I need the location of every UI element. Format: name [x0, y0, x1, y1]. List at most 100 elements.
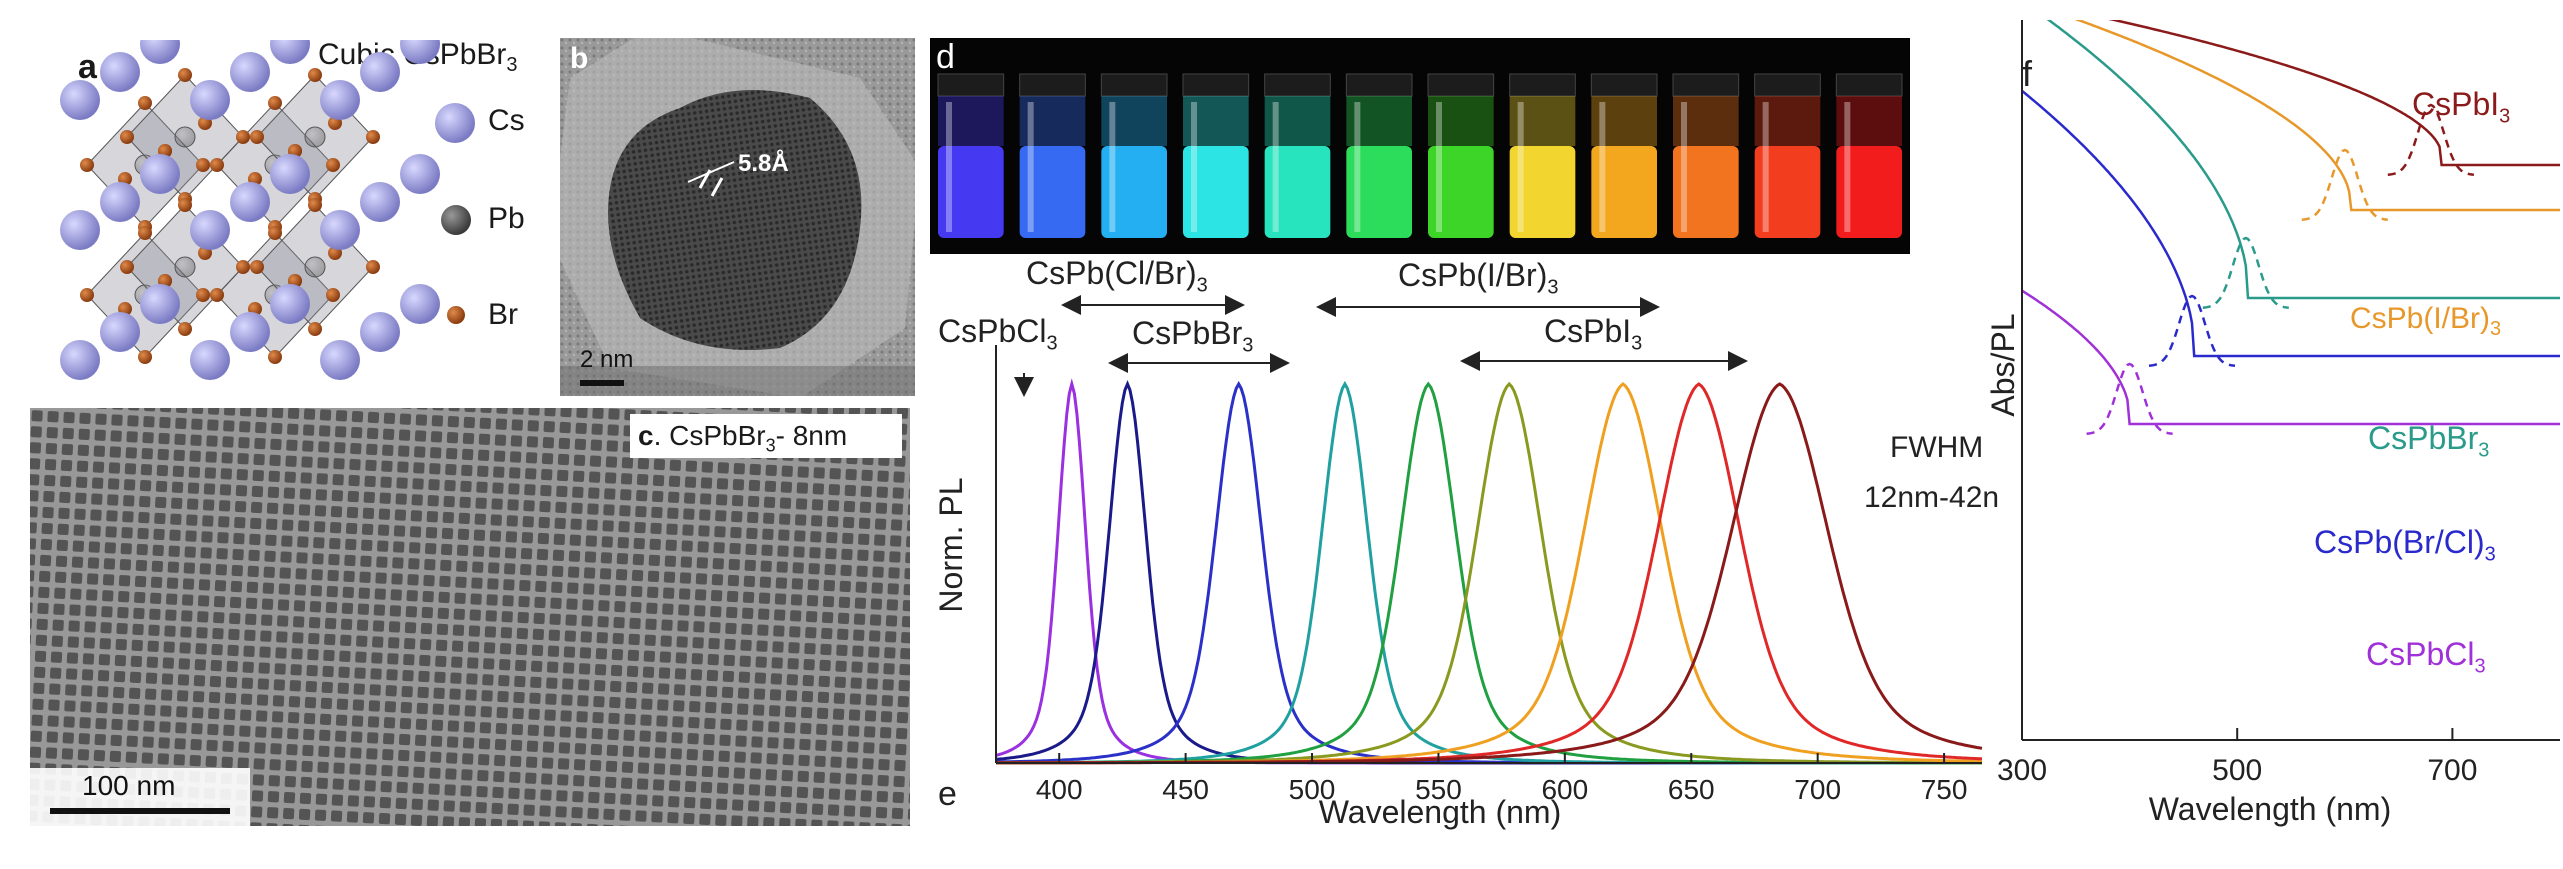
- br-atom: [326, 288, 340, 302]
- vial-cap: [1835, 73, 1903, 97]
- vial-cap: [1509, 73, 1576, 97]
- vial-glass: [938, 96, 1004, 146]
- br-atom: [236, 130, 250, 144]
- vial-liquid: [1836, 146, 1902, 238]
- vial-liquid: [1428, 146, 1494, 238]
- vial-highlight: [1027, 102, 1034, 232]
- f-label-cspb-i-br: CsPb(I/Br)3: [2350, 302, 2502, 340]
- br-atom: [268, 350, 282, 364]
- cs-atom: [230, 312, 270, 352]
- panel-c-scalebar-label: 100 nm: [82, 770, 176, 801]
- cs-atom: [100, 312, 140, 352]
- cs-atom: [320, 340, 360, 380]
- br-atom: [80, 288, 94, 302]
- pl-curve: [995, 380, 1982, 765]
- legend-pb-marker: [441, 205, 471, 235]
- br-atom: [138, 226, 152, 240]
- pl-x-tick-label: 700: [1794, 774, 1841, 805]
- f-label-cspbi3: CsPbI3: [2412, 86, 2511, 128]
- cs-atom: [60, 340, 100, 380]
- abs-x-tick-label: 700: [2427, 754, 2477, 787]
- pl-y-axis-label: Norm. PL: [933, 477, 969, 612]
- br-atom: [178, 198, 192, 212]
- panel-f-label: f: [2022, 53, 2033, 94]
- abs-x-axis-label: Wavelength (nm): [2149, 791, 2391, 827]
- vial-highlight: [1844, 102, 1851, 232]
- abs-curve: [2021, 0, 2560, 167]
- vial-cap: [1182, 73, 1250, 97]
- cs-atom: [100, 182, 140, 222]
- e-panel-label: e: [938, 775, 957, 813]
- legend-br-label: Br: [488, 298, 518, 331]
- pl-dashed-peak: [2086, 362, 2173, 435]
- panel-d: d: [930, 38, 1910, 254]
- vial-glass: [1264, 96, 1331, 146]
- pl-dashed-peak: [2202, 236, 2289, 309]
- cs-atom: [400, 154, 440, 194]
- pl-curve: [995, 380, 1982, 765]
- abs-curve: [2021, 89, 2560, 358]
- cs-atom: [360, 182, 400, 222]
- abs-pl-chart: 300 500 700 Wavelength (nm) Abs/PL f: [1985, 0, 2560, 827]
- abs-curve: [2021, 0, 2560, 212]
- br-atom: [326, 158, 340, 172]
- cs-atom: [320, 210, 360, 250]
- vial-highlight: [1762, 102, 1769, 232]
- panel-c-caption: c. CsPbBr3- 8nm: [638, 420, 848, 456]
- vial-glass: [1183, 96, 1249, 146]
- legend-cs-marker: [435, 103, 475, 143]
- panel-f: 300 500 700 Wavelength (nm) Abs/PL f CsPbI…: [1970, 0, 2563, 864]
- pb-atom: [304, 256, 326, 278]
- pl-dashed-peak: [2301, 148, 2388, 221]
- vial-glass: [1509, 96, 1576, 146]
- pl-x-tick-label: 550: [1415, 774, 1462, 805]
- vial-highlight: [1109, 102, 1116, 232]
- cs-atom: [190, 80, 230, 120]
- f-label-cspb-br-cl: CsPb(Br/Cl)3: [2314, 524, 2496, 566]
- panel-d-label: d: [936, 38, 955, 76]
- vial-highlight: [1517, 102, 1524, 232]
- br-atom: [268, 226, 282, 240]
- cs-atom: [270, 154, 310, 194]
- vial-highlight: [1191, 102, 1197, 232]
- br-atom: [138, 96, 152, 110]
- br-atom: [138, 350, 152, 364]
- crystal-structure-illustration: [60, 40, 440, 380]
- panel-b: b 5.8Å 2 nm: [560, 38, 915, 396]
- hrtem-image: [560, 38, 915, 396]
- f-label-cspbcl3: CsPbCl3: [2366, 636, 2486, 678]
- cs-atom: [270, 284, 310, 324]
- cs-atom: [190, 340, 230, 380]
- vial-highlight: [1599, 102, 1606, 232]
- panel-b-scalebar-label: 2 nm: [580, 346, 634, 373]
- pb-atom: [174, 126, 196, 148]
- pl-x-tick-label: 500: [1289, 774, 1336, 805]
- pl-x-tick-label: 400: [1036, 774, 1083, 805]
- cs-atom: [140, 154, 180, 194]
- cs-atom: [320, 80, 360, 120]
- vial-liquid: [1019, 146, 1086, 238]
- br-atom: [210, 158, 224, 172]
- pl-dashed-peak: [2148, 294, 2236, 367]
- vial-highlight: [946, 102, 952, 232]
- vial-highlight: [1272, 102, 1279, 232]
- vial-liquid: [1264, 146, 1331, 238]
- br-atom: [308, 322, 322, 336]
- cs-atom: [140, 40, 180, 64]
- br-atom: [210, 288, 224, 302]
- cs-atom: [360, 312, 400, 352]
- vial-liquid: [1101, 146, 1167, 238]
- vial-glass: [1836, 96, 1902, 146]
- cs-atom: [230, 52, 270, 92]
- vial-glass: [1019, 96, 1086, 146]
- pl-x-tick-label: 650: [1668, 774, 1715, 805]
- br-atom: [178, 68, 192, 82]
- vial-glass: [1754, 96, 1821, 146]
- pl-x-axis-label: Wavelength (nm): [1319, 794, 1561, 830]
- vial-liquid: [1183, 146, 1249, 238]
- legend-cs-label: Cs: [488, 104, 525, 137]
- vial-liquid: [1673, 146, 1739, 238]
- legend-br-marker: [447, 306, 465, 324]
- vial-cap: [1100, 73, 1168, 97]
- br-atom: [250, 130, 264, 144]
